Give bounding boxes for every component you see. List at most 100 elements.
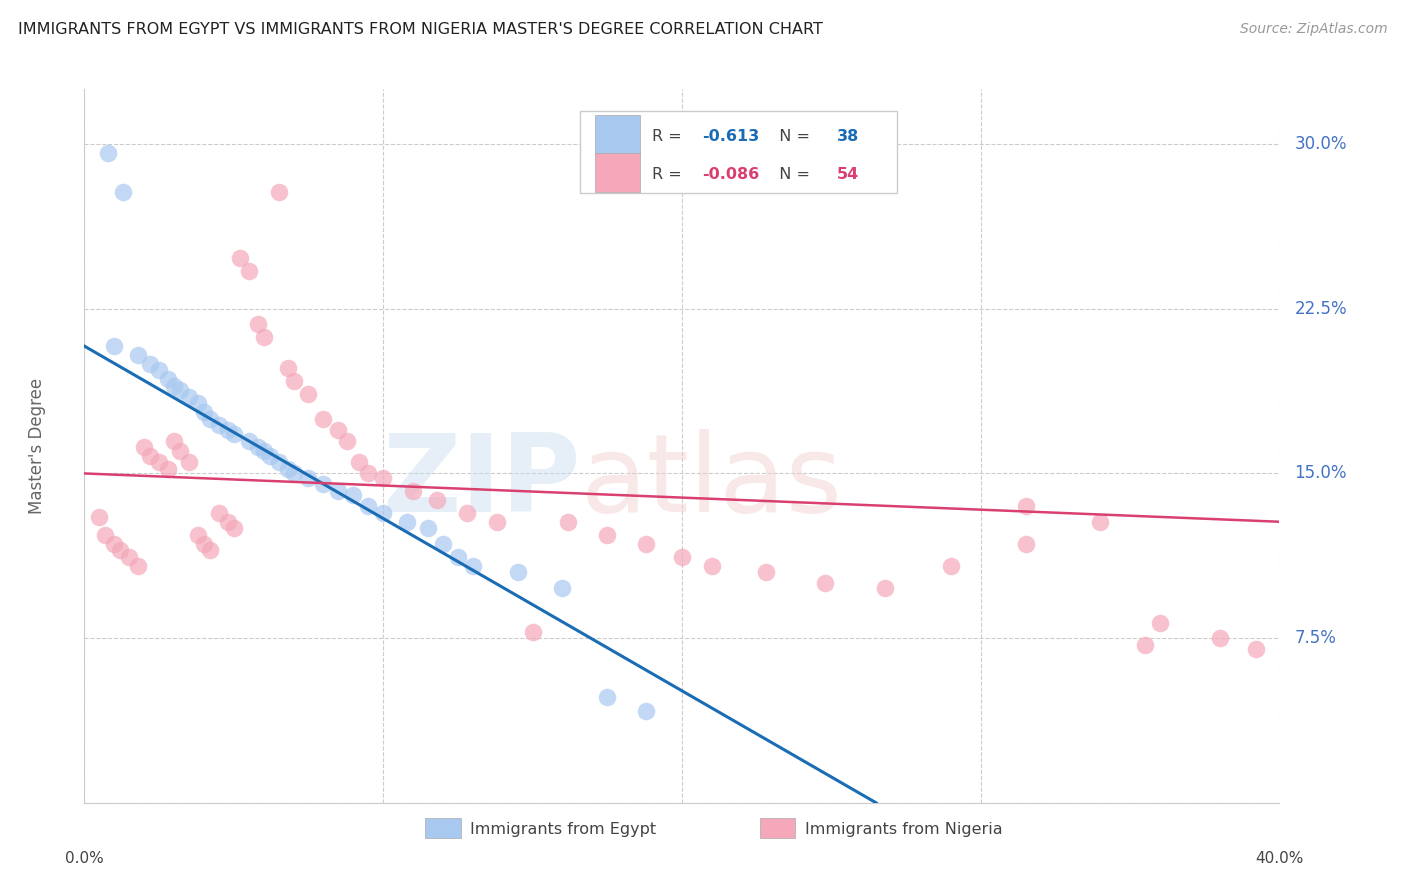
Point: [103, 537, 125, 551]
Point: [217, 515, 239, 529]
Point: [557, 515, 579, 529]
Point: [127, 348, 149, 362]
Point: [132, 440, 156, 454]
Point: [208, 418, 231, 433]
Point: [97, 145, 120, 160]
Text: -0.613: -0.613: [702, 129, 759, 145]
Point: [169, 383, 191, 397]
Point: [177, 455, 200, 469]
Point: [336, 434, 359, 448]
Point: [276, 462, 298, 476]
Point: [276, 361, 298, 376]
Point: [169, 444, 191, 458]
Bar: [759, 819, 796, 838]
Point: [297, 387, 319, 401]
Point: [163, 378, 186, 392]
Text: atlas: atlas: [581, 429, 842, 534]
Point: [636, 704, 658, 718]
Text: Immigrants from Nigeria: Immigrants from Nigeria: [806, 822, 1002, 837]
Point: [447, 549, 470, 564]
Point: [1208, 631, 1232, 645]
Point: [636, 537, 658, 551]
Point: [187, 396, 209, 410]
Point: [259, 449, 281, 463]
Text: ZIP: ZIP: [382, 429, 581, 534]
FancyBboxPatch shape: [581, 111, 897, 193]
Point: [754, 566, 776, 580]
Bar: [595, 153, 640, 193]
Text: R =: R =: [652, 129, 688, 145]
Point: [461, 558, 484, 573]
Point: [193, 405, 215, 419]
Point: [596, 528, 619, 542]
Text: R =: R =: [652, 167, 688, 182]
Point: [506, 566, 529, 580]
Point: [349, 455, 371, 469]
Point: [267, 455, 290, 469]
Point: [253, 444, 276, 458]
Text: Master's Degree: Master's Degree: [28, 378, 45, 514]
Text: 40.0%: 40.0%: [1256, 851, 1303, 866]
Point: [312, 477, 335, 491]
Point: [1014, 537, 1036, 551]
Point: [148, 363, 170, 377]
Point: [139, 357, 162, 371]
Point: [193, 537, 215, 551]
Point: [485, 515, 508, 529]
Text: N =: N =: [769, 167, 815, 182]
Bar: [595, 115, 640, 154]
Point: [432, 537, 454, 551]
Point: [1244, 642, 1267, 657]
Point: [596, 690, 619, 705]
Point: [700, 558, 723, 573]
Point: [110, 543, 132, 558]
Point: [187, 528, 209, 542]
Point: [246, 317, 269, 331]
Text: N =: N =: [769, 129, 815, 145]
Text: -0.086: -0.086: [702, 167, 759, 182]
Text: 22.5%: 22.5%: [1295, 300, 1347, 318]
Point: [312, 411, 335, 425]
Point: [328, 483, 350, 498]
Point: [267, 186, 290, 200]
Point: [238, 434, 260, 448]
Point: [198, 543, 221, 558]
Point: [371, 506, 394, 520]
Point: [297, 471, 319, 485]
Point: [222, 426, 245, 441]
Point: [402, 483, 425, 498]
Text: 54: 54: [837, 167, 859, 182]
Point: [357, 467, 380, 481]
Point: [177, 390, 200, 404]
Point: [157, 372, 180, 386]
Point: [416, 521, 439, 535]
Point: [551, 581, 574, 595]
Point: [357, 500, 380, 514]
Point: [246, 440, 269, 454]
Point: [217, 423, 239, 437]
Point: [94, 528, 117, 542]
Text: Source: ZipAtlas.com: Source: ZipAtlas.com: [1240, 22, 1388, 37]
Point: [228, 252, 252, 266]
Text: 0.0%: 0.0%: [65, 851, 104, 866]
Point: [163, 434, 186, 448]
Point: [328, 423, 350, 437]
Point: [426, 492, 449, 507]
Bar: [425, 819, 461, 838]
Point: [253, 330, 276, 344]
Point: [283, 467, 305, 481]
Point: [198, 411, 221, 425]
Point: [157, 462, 180, 476]
Point: [139, 449, 162, 463]
Point: [1014, 500, 1036, 514]
Point: [671, 549, 693, 564]
Text: 7.5%: 7.5%: [1295, 629, 1336, 647]
Text: 15.0%: 15.0%: [1295, 465, 1347, 483]
Point: [814, 576, 837, 591]
Point: [1088, 515, 1111, 529]
Point: [1133, 638, 1156, 652]
Text: 30.0%: 30.0%: [1295, 135, 1347, 153]
Point: [371, 471, 394, 485]
Point: [222, 521, 245, 535]
Point: [396, 515, 419, 529]
